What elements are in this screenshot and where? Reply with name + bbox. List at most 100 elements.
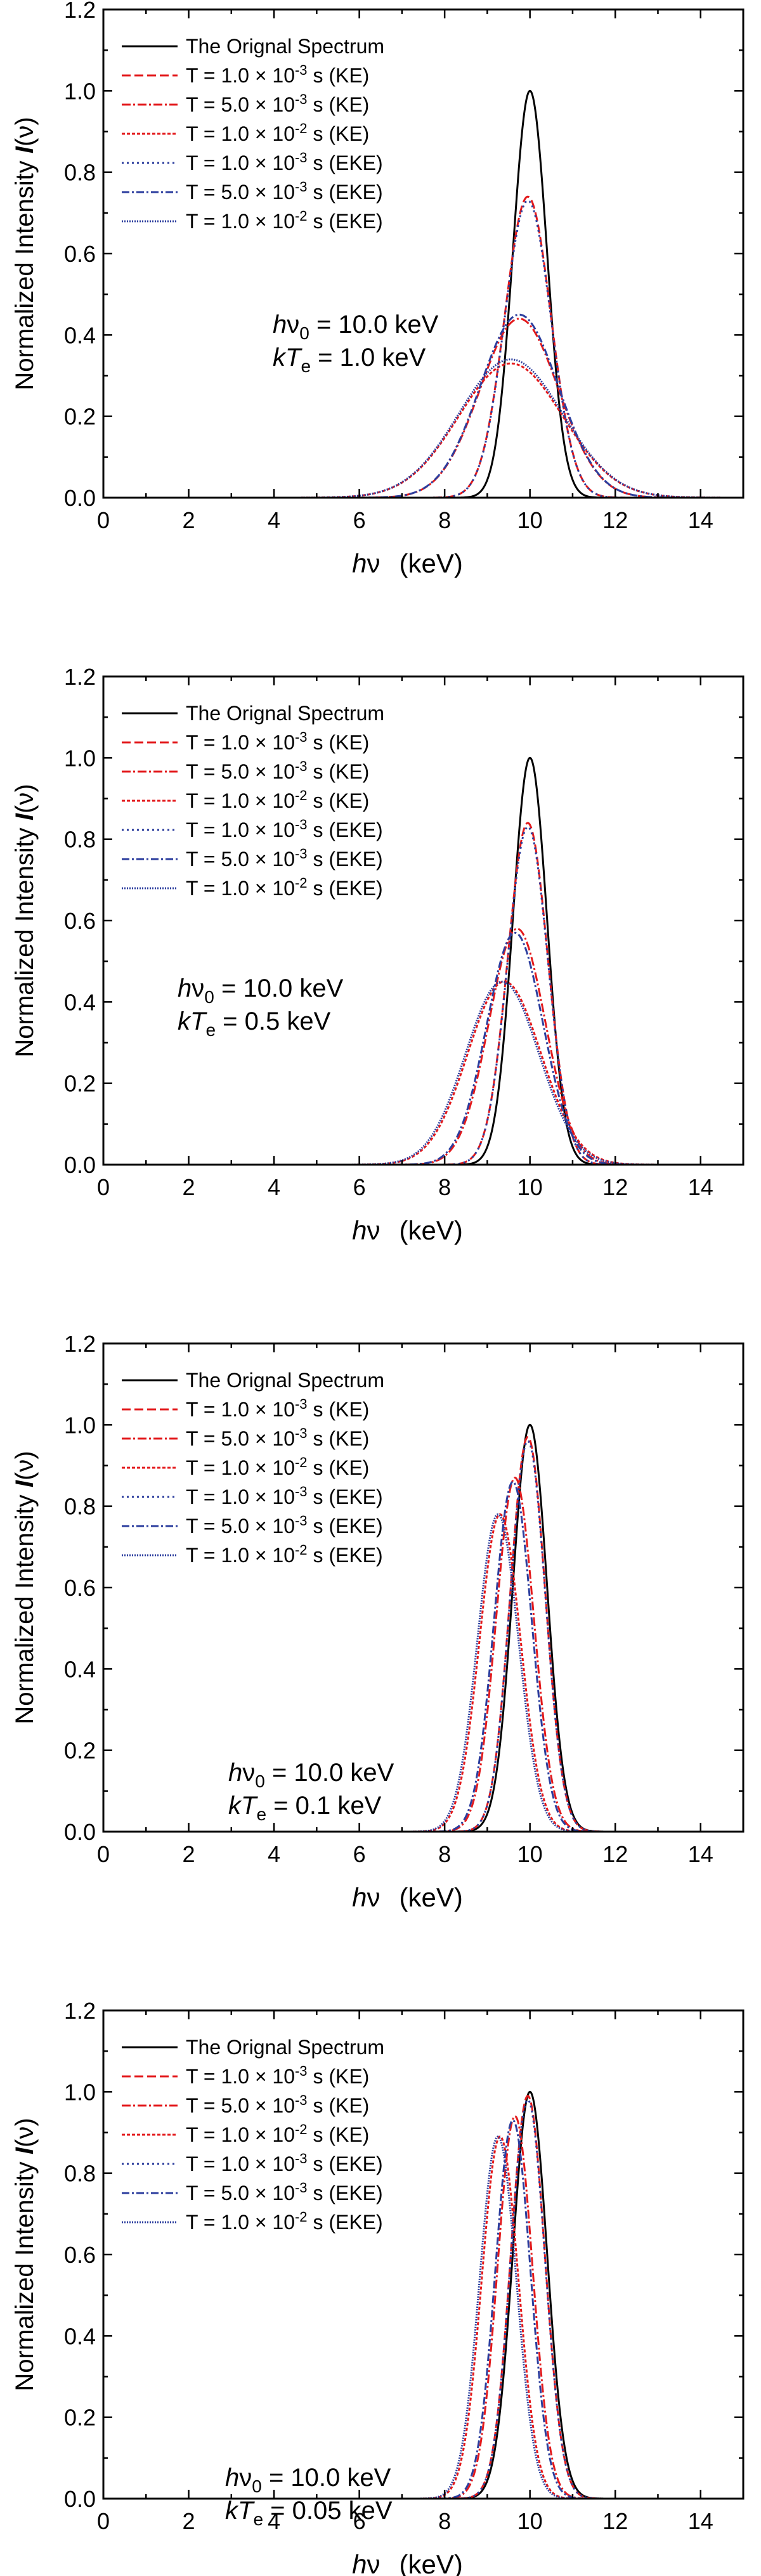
y-tick-label: 0.6 (64, 1575, 96, 1601)
legend-label: T = 1.0 × 10-3 s (EKE) (186, 150, 383, 174)
legend-label: The Orignal Spectrum (186, 2036, 384, 2059)
y-tick-label: 0.4 (64, 989, 96, 1015)
x-tick-label: 12 (602, 1174, 628, 1200)
y-tick-label: 0.0 (64, 1152, 96, 1178)
y-tick-label: 1.2 (64, 1998, 96, 2024)
x-tick-label: 6 (353, 2508, 366, 2534)
chart-panel-3: 0 2 4 6 8 10 12 14 0.0 0.2 0.4 0.6 0.8 1.0 1.2 hν (keV) N… (11, 1331, 745, 1912)
annotation-electron-temperature: kTe = 0.05 keV (225, 2497, 393, 2529)
y-tick-label: 0.6 (64, 241, 96, 267)
y-tick-label: 1.2 (64, 1331, 96, 1357)
x-tick-label: 12 (602, 1841, 628, 1867)
legend-label: T = 1.0 × 10-2 s (EKE) (186, 2209, 383, 2234)
x-tick-label: 14 (688, 507, 713, 533)
annotation-photon-energy: hν0 = 10.0 keV (225, 2464, 391, 2496)
y-tick-label: 0.4 (64, 2323, 96, 2349)
legend-label: T = 1.0 × 10-3 s (EKE) (186, 2151, 383, 2175)
x-tick-label: 4 (268, 507, 280, 533)
y-tick-label: 0.0 (64, 1819, 96, 1845)
y-axis-label: Normalized Intensity I(ν) (11, 2118, 39, 2391)
legend-label: T = 1.0 × 10-3 s (KE) (186, 62, 369, 87)
legend: The Orignal Spectrum T = 1.0 × 10-3 s (KE… (122, 2036, 384, 2234)
x-tick-label: 8 (438, 1841, 451, 1867)
x-tick-label: 8 (438, 2508, 451, 2534)
x-tick-label: 6 (353, 507, 366, 533)
annotation-photon-energy: hν0 = 10.0 keV (273, 311, 439, 343)
series-line-6 (103, 2119, 743, 2499)
legend-label: T = 5.0 × 10-3 s (KE) (186, 1425, 369, 1450)
x-tick-label: 2 (183, 1841, 195, 1867)
x-axis-label: hν (keV) (352, 548, 463, 578)
y-tick-label: 0.2 (64, 404, 96, 430)
legend-label: T = 1.0 × 10-3 s (KE) (186, 2063, 369, 2088)
y-tick-label: 1.2 (64, 664, 96, 690)
x-tick-label: 8 (438, 507, 451, 533)
legend-label: The Orignal Spectrum (186, 702, 384, 725)
chart-panel-2: 0 2 4 6 8 10 12 14 0.0 0.2 0.4 0.6 0.8 1.0 1.2 hν (keV) N… (11, 664, 745, 1245)
x-tick-label: 10 (517, 2508, 543, 2534)
legend-label: T = 5.0 × 10-3 s (EKE) (186, 1513, 383, 1537)
y-tick-label: 0.0 (64, 485, 96, 511)
annotation-electron-temperature: kTe = 0.5 keV (178, 1007, 331, 1040)
x-tick-label: 12 (602, 507, 628, 533)
y-tick-label: 0.2 (64, 2405, 96, 2431)
legend: The Orignal Spectrum T = 1.0 × 10-3 s (KE… (122, 35, 384, 233)
x-tick-label: 14 (688, 1841, 713, 1867)
legend-label: T = 1.0 × 10-3 s (EKE) (186, 1484, 383, 1508)
x-tick-label: 0 (97, 507, 110, 533)
x-tick-label: 10 (517, 1174, 543, 1200)
y-tick-label: 0.8 (64, 160, 96, 186)
series-line-7 (103, 358, 743, 498)
legend-label: T = 5.0 × 10-3 s (KE) (186, 758, 369, 783)
y-tick-label: 0.2 (64, 1071, 96, 1097)
chart-panel-1: 0 2 4 6 8 10 12 14 0.0 0.2 0.4 0.6 0.8 1.0 1.2 hν (keV) N… (11, 0, 745, 578)
legend: The Orignal Spectrum T = 1.0 × 10-3 s (KE… (122, 1369, 384, 1567)
legend-label: T = 1.0 × 10-2 s (KE) (186, 2121, 369, 2146)
y-tick-label: 0.0 (64, 2486, 96, 2512)
y-tick-label: 1.2 (64, 0, 96, 23)
legend-label: T = 1.0 × 10-2 s (EKE) (186, 875, 383, 900)
legend-label: The Orignal Spectrum (186, 35, 384, 58)
y-tick-label: 1.0 (64, 745, 96, 771)
y-tick-label: 1.0 (64, 78, 96, 104)
x-tick-label: 2 (183, 1174, 195, 1200)
x-tick-label: 10 (517, 1841, 543, 1867)
legend-label: T = 1.0 × 10-3 s (KE) (186, 1396, 369, 1421)
x-tick-label: 8 (438, 1174, 451, 1200)
y-tick-label: 1.0 (64, 2079, 96, 2105)
x-tick-label: 14 (688, 1174, 713, 1200)
y-axis-label: Normalized Intensity I(ν) (11, 117, 39, 390)
x-tick-label: 2 (183, 2508, 195, 2534)
y-tick-label: 0.6 (64, 908, 96, 934)
x-tick-label: 4 (268, 1841, 280, 1867)
x-axis-label: hν (keV) (352, 1882, 463, 1912)
legend-label: T = 5.0 × 10-3 s (EKE) (186, 179, 383, 204)
legend-label: The Orignal Spectrum (186, 1369, 384, 1392)
legend-label: T = 1.0 × 10-2 s (KE) (186, 1454, 369, 1479)
x-axis-label: hν (keV) (352, 2549, 463, 2576)
legend-label: T = 1.0 × 10-2 s (KE) (186, 787, 369, 812)
x-tick-label: 0 (97, 2508, 110, 2534)
legend-label: T = 1.0 × 10-3 s (KE) (186, 729, 369, 754)
legend: The Orignal Spectrum T = 1.0 × 10-3 s (KE… (122, 702, 384, 900)
series-line-3 (103, 928, 743, 1165)
y-tick-label: 0.6 (64, 2242, 96, 2268)
y-tick-label: 0.8 (64, 1494, 96, 1520)
series-line-4 (103, 362, 743, 498)
annotation-photon-energy: hν0 = 10.0 keV (178, 974, 344, 1007)
legend-label: T = 5.0 × 10-3 s (EKE) (186, 846, 383, 871)
legend-label: T = 1.0 × 10-3 s (EKE) (186, 817, 383, 841)
x-tick-label: 6 (353, 1174, 366, 1200)
x-axis-label: hν (keV) (352, 1215, 463, 1245)
legend-label: T = 1.0 × 10-2 s (EKE) (186, 208, 383, 233)
legend-label: T = 5.0 × 10-3 s (KE) (186, 91, 369, 116)
x-tick-label: 4 (268, 2508, 280, 2534)
series-line-6 (103, 931, 743, 1165)
chart-panel-4: 0 2 4 6 8 10 12 14 0.0 0.2 0.4 0.6 0.8 1.0 1.2 hν (keV) N… (11, 1998, 745, 2576)
y-tick-label: 0.8 (64, 827, 96, 853)
x-tick-label: 6 (353, 1841, 366, 1867)
y-tick-label: 0.2 (64, 1738, 96, 1764)
legend-label: T = 1.0 × 10-2 s (EKE) (186, 1542, 383, 1567)
x-tick-label: 14 (688, 2508, 713, 2534)
